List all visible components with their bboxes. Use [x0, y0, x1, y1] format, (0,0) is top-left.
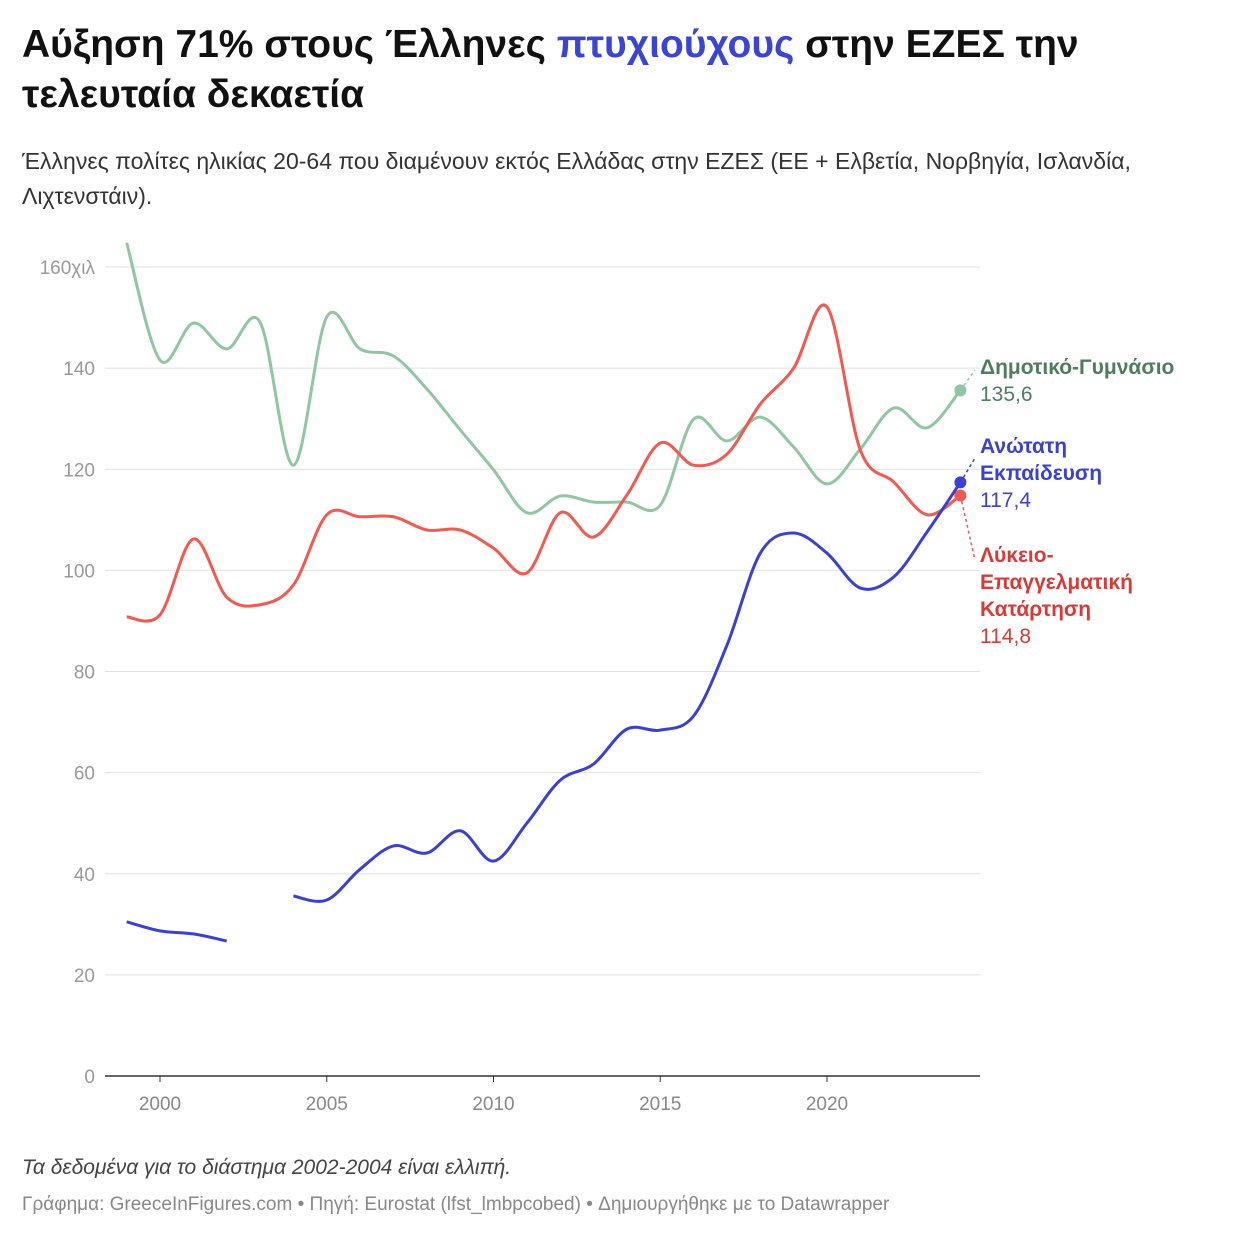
x-tick-label: 2015	[639, 1094, 681, 1115]
y-tick-label: 60	[74, 764, 95, 785]
series-label-secondary: Λύκειο-Επαγγελματική Κατάρτηση 114,8	[980, 542, 1160, 650]
series-line	[126, 303, 962, 623]
label-connector	[959, 495, 976, 561]
series-name: Λύκειο-Επαγγελματική Κατάρτηση	[980, 544, 1133, 621]
series-line	[126, 920, 228, 943]
series-line	[293, 481, 962, 903]
x-tick-label: 2010	[472, 1094, 514, 1115]
label-connector	[959, 457, 976, 483]
series-line	[125, 242, 962, 515]
x-tick-label: 2020	[806, 1094, 848, 1115]
series-name: Δημοτικό-Γυμνάσιο	[980, 356, 1175, 379]
series-label-primary: Δημοτικό-Γυμνάσιο 135,6	[980, 354, 1174, 408]
series-end-value: 135,6	[980, 383, 1033, 406]
chart-footer: Γράφημα: GreeceInFigures.com • Πηγή: Eur…	[22, 1194, 890, 1215]
title-text-end: στην ΕΖΕΣ την τελευταία δεκαετία	[22, 23, 1079, 116]
title-highlight: πτυχιούχους	[556, 23, 795, 66]
title-text: Αύξηση 71% στους Έλληνες	[22, 23, 557, 66]
end-point-marker	[954, 489, 967, 502]
y-tick-label: 160χιλ	[40, 258, 96, 279]
chart-subtitle: Έλληνες πολίτες ηλικίας 20-64 που διαμέν…	[22, 148, 1131, 209]
y-tick-label: 80	[74, 663, 95, 684]
y-tick-label: 0	[84, 1067, 95, 1088]
end-point-marker	[954, 476, 967, 489]
y-tick-label: 140	[63, 359, 95, 380]
y-tick-label: 20	[74, 966, 95, 987]
chart-note: Τα δεδομένα για το διάστημα 2002-2004 εί…	[22, 1156, 512, 1179]
chart-title: Αύξηση 71% στους Έλληνες πτυχιούχους στη…	[22, 20, 1222, 120]
x-tick-label: 2000	[139, 1094, 181, 1115]
series-end-value: 117,4	[980, 489, 1031, 512]
end-point-marker	[954, 384, 967, 397]
label-connector	[959, 369, 976, 391]
y-tick-label: 120	[63, 460, 95, 481]
series-name: Ανώτατη Εκπαίδευση	[980, 435, 1103, 485]
y-tick-label: 100	[63, 561, 95, 582]
x-tick-label: 2005	[306, 1094, 348, 1115]
y-tick-label: 40	[74, 865, 95, 886]
series-label-higher: Ανώτατη Εκπαίδευση 117,4	[980, 433, 1130, 514]
series-end-value: 114,8	[980, 625, 1031, 648]
